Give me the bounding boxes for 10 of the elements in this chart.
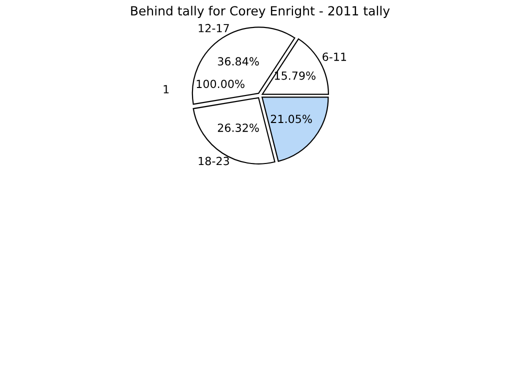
- text: 100.00%: [196, 80, 244, 88]
- data-label: 15.79%: [274, 71, 316, 80]
- data-label: 21.05%: [270, 114, 312, 124]
- slice-label: 18-23: [198, 156, 229, 166]
- data-label: 36.84%: [218, 57, 259, 66]
- data-label: 26.32%: [218, 124, 259, 132]
- slice-label: 12-17: [198, 24, 229, 32]
- chart-title: Behind tally for Corey Enright - 2011 tally: [131, 6, 390, 18]
- text: 1: [164, 85, 169, 94]
- slice-label: 6-11: [322, 52, 346, 62]
